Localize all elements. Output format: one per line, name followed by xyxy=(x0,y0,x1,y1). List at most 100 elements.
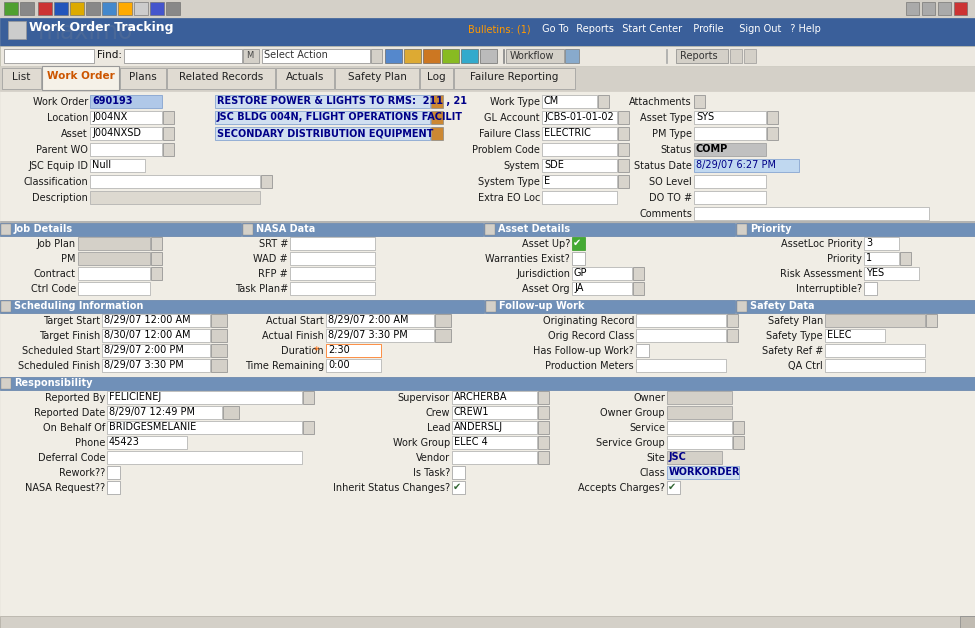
Bar xyxy=(542,111,617,124)
Bar xyxy=(326,329,434,342)
Bar xyxy=(326,359,381,372)
Text: Task Plan#: Task Plan# xyxy=(235,284,288,294)
Bar xyxy=(102,359,210,372)
Text: Profile: Profile xyxy=(687,24,723,34)
Bar xyxy=(636,344,649,357)
Bar xyxy=(452,436,537,449)
Text: QA Ctrl: QA Ctrl xyxy=(788,361,823,371)
Text: Site: Site xyxy=(646,453,665,463)
Text: AssetLoc Priority: AssetLoc Priority xyxy=(781,239,862,249)
Bar xyxy=(78,237,150,250)
Bar xyxy=(107,451,302,464)
Bar xyxy=(565,49,579,63)
Text: ✔: ✔ xyxy=(573,238,581,248)
Bar xyxy=(736,300,975,313)
Bar xyxy=(385,49,402,63)
Bar xyxy=(618,143,629,156)
Bar xyxy=(667,451,722,464)
Text: Status: Status xyxy=(661,145,692,155)
Bar xyxy=(730,49,742,63)
Bar xyxy=(906,2,919,15)
Bar xyxy=(166,2,180,15)
Bar xyxy=(737,224,747,235)
Bar xyxy=(118,2,132,15)
Bar xyxy=(666,49,667,63)
Text: Start Center: Start Center xyxy=(616,24,682,34)
Text: Reported By: Reported By xyxy=(45,393,105,403)
Text: Extra EO Loc: Extra EO Loc xyxy=(478,193,540,203)
Bar xyxy=(211,314,227,327)
Text: Vendor: Vendor xyxy=(416,453,450,463)
Bar xyxy=(538,436,549,449)
Bar xyxy=(922,2,935,15)
Text: GP: GP xyxy=(574,268,588,278)
Bar xyxy=(825,344,925,357)
Text: Follow-up Work: Follow-up Work xyxy=(499,301,584,311)
Bar xyxy=(90,143,162,156)
Bar xyxy=(102,344,210,357)
Text: JA: JA xyxy=(574,283,583,293)
Bar xyxy=(864,237,899,250)
Bar xyxy=(694,175,766,188)
Bar xyxy=(431,111,443,124)
Text: YES: YES xyxy=(866,268,884,278)
Text: Parent WO: Parent WO xyxy=(36,145,88,155)
Text: NASA Data: NASA Data xyxy=(256,224,315,234)
Text: PM Type: PM Type xyxy=(652,129,692,139)
Text: Scheduled Start: Scheduled Start xyxy=(22,346,100,356)
Bar xyxy=(0,66,975,91)
Bar xyxy=(442,49,459,63)
Text: 8/29/07 12:00 AM: 8/29/07 12:00 AM xyxy=(104,315,191,325)
Bar xyxy=(542,159,617,172)
Bar xyxy=(326,314,434,327)
Text: Reports: Reports xyxy=(680,51,718,61)
Text: Inherit Status Changes?: Inherit Status Changes? xyxy=(332,483,450,493)
Bar xyxy=(485,224,495,235)
Bar xyxy=(0,0,975,18)
Bar xyxy=(0,377,975,390)
Text: 690193: 690193 xyxy=(92,96,133,106)
Text: Asset Up?: Asset Up? xyxy=(522,239,570,249)
Text: Supervisor: Supervisor xyxy=(398,393,450,403)
Text: Accepts Charges?: Accepts Charges? xyxy=(578,483,665,493)
Text: Find:: Find: xyxy=(97,50,122,60)
Bar xyxy=(0,46,975,66)
Text: Work Order Tracking: Work Order Tracking xyxy=(29,21,174,34)
Bar xyxy=(102,314,210,327)
Text: Bulletins: (1): Bulletins: (1) xyxy=(468,24,530,34)
Bar xyxy=(694,111,766,124)
Bar xyxy=(1,378,11,389)
Bar xyxy=(598,95,609,108)
Bar xyxy=(864,267,919,280)
Text: JSC BLDG 004N, FLIGHT OPERATIONS FACILIT: JSC BLDG 004N, FLIGHT OPERATIONS FACILIT xyxy=(217,112,463,122)
Bar xyxy=(538,406,549,419)
Bar xyxy=(667,466,739,479)
Text: 2:30: 2:30 xyxy=(328,345,350,355)
Text: WORKORDER: WORKORDER xyxy=(669,467,740,477)
Text: Related Records: Related Records xyxy=(178,72,263,82)
Text: SO Level: SO Level xyxy=(649,177,692,187)
Bar xyxy=(54,2,68,15)
Bar xyxy=(78,267,150,280)
Text: On Behalf Of: On Behalf Of xyxy=(43,423,105,433)
Bar xyxy=(290,252,375,265)
Text: Service: Service xyxy=(629,423,665,433)
Text: *: * xyxy=(313,346,319,356)
Bar xyxy=(452,466,465,479)
Bar xyxy=(864,252,899,265)
Text: Lead: Lead xyxy=(426,423,450,433)
Bar xyxy=(102,329,210,342)
Text: Attachments: Attachments xyxy=(630,97,692,107)
Text: Asset Details: Asset Details xyxy=(498,224,570,234)
Text: Failure Reporting: Failure Reporting xyxy=(470,72,559,82)
Text: Job Plan: Job Plan xyxy=(37,239,76,249)
Text: Interruptible?: Interruptible? xyxy=(796,284,862,294)
Bar xyxy=(636,314,726,327)
Bar xyxy=(694,143,766,156)
Bar xyxy=(90,111,162,124)
Text: Safety Data: Safety Data xyxy=(750,301,814,311)
Text: Safety Ref #: Safety Ref # xyxy=(761,346,823,356)
Bar xyxy=(107,481,120,494)
Bar xyxy=(276,68,334,89)
Bar xyxy=(70,2,84,15)
